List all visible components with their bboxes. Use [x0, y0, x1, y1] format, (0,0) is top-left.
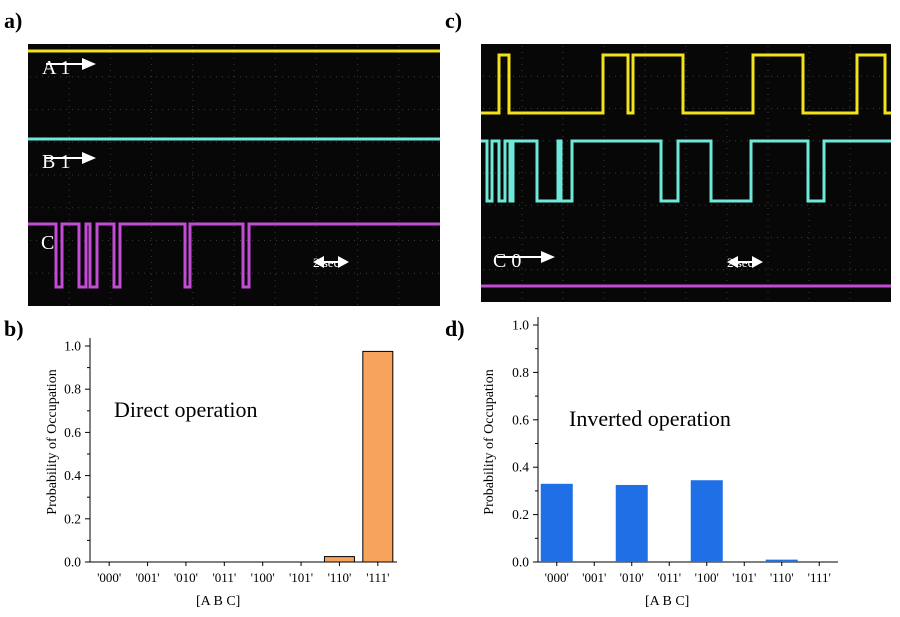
channel-b-indicator: B 1 — [42, 151, 96, 174]
panel-label-c: c) — [445, 8, 463, 33]
x-tick-label: '000' — [545, 570, 569, 585]
chart-annotation-d: Inverted operation — [569, 406, 731, 431]
bar-chart-inverted: 0.0 0.2 0.4 0.6 0.8 1.0 '000' '001' '010' '011' '1… — [452, 315, 898, 615]
panel-label-a: a) — [4, 8, 23, 33]
y-tick-label: 1.0 — [64, 339, 81, 354]
y-tick-label: 0.4 — [512, 460, 529, 475]
x-tick-label: '100' — [695, 570, 719, 585]
oscilloscope-traces-c — [481, 46, 891, 299]
right-arrow-icon — [46, 152, 96, 164]
bar-chart-inverted-plot: 0.0 0.2 0.4 0.6 0.8 1.0 '000' '001' '010' '011' '1… — [512, 317, 838, 585]
bar-chart-direct-plot: 0.0 0.2 0.4 0.6 0.8 1.0 '000' '001' '010' '011' '1… — [64, 338, 397, 585]
channel-a-value: 1 — [60, 57, 71, 79]
x-axis-label-b: [A B C] — [196, 594, 241, 609]
channel-c-name-c: C — [493, 250, 507, 272]
y-tick-label: 0.4 — [64, 468, 81, 483]
y-tick-label: 0.6 — [512, 412, 529, 427]
y-tick-label: 0.6 — [64, 425, 81, 440]
panel-label-b: b) — [4, 316, 24, 341]
oscilloscope-traces-a — [28, 46, 440, 305]
y-tick-label: 1.0 — [512, 318, 529, 333]
x-tick-label: '111' — [366, 570, 389, 585]
y-tick-label: 0.0 — [512, 555, 529, 570]
x-tick-label: '011' — [212, 570, 236, 585]
timescale-indicator-a: 2 sec — [313, 255, 349, 271]
channel-b-value: 1 — [60, 151, 71, 173]
chart-annotation-b: Direct operation — [114, 397, 258, 422]
x-tick-label: '010' — [620, 570, 644, 585]
trace-channel-a-c — [481, 53, 891, 115]
x-tick-label: '011' — [657, 570, 681, 585]
y-tick-label: 0.8 — [64, 382, 81, 397]
bar-010 — [615, 484, 648, 562]
bar-100 — [690, 480, 723, 562]
x-tick-label: '000' — [97, 570, 121, 585]
y-tick-label: 0.8 — [512, 365, 529, 380]
x-tick-label: '001' — [135, 570, 159, 585]
y-axis-label-b: Probability of Occupation — [45, 369, 60, 515]
bar-000 — [540, 483, 573, 562]
x-tick-label: '101' — [732, 570, 756, 585]
y-axis-label-d: Probability of Occupation — [482, 369, 497, 515]
right-arrow-icon — [46, 58, 96, 70]
y-tick-label: 0.0 — [64, 555, 81, 570]
timescale-indicator-c: 2 sec — [727, 255, 763, 271]
x-tick-label: '110' — [328, 570, 352, 585]
channel-b-name: B — [42, 151, 56, 173]
double-arrow-icon — [727, 256, 763, 268]
y-tick-label: 0.2 — [512, 507, 529, 522]
x-tick-label: '111' — [808, 570, 831, 585]
oscilloscope-screen-a: A 1 B 1 C 2 sec — [28, 44, 440, 306]
oscilloscope-screen-c: C 0 2 sec — [481, 44, 891, 302]
x-tick-label: '100' — [251, 570, 275, 585]
trace-channel-b-c — [481, 139, 891, 203]
x-tick-label: '010' — [174, 570, 198, 585]
x-axis-label-d: [A B C] — [645, 594, 690, 609]
bar-110 — [323, 556, 355, 563]
x-tick-label: '001' — [582, 570, 606, 585]
x-tick-label: '110' — [770, 570, 794, 585]
channel-c-indicator: C 0 — [493, 250, 555, 273]
channel-c-value-c: 0 — [511, 250, 522, 272]
right-arrow-icon — [497, 251, 555, 263]
bar-110 — [765, 559, 798, 562]
channel-a-indicator: A 1 — [42, 57, 96, 80]
channel-a-name: A — [42, 57, 56, 79]
x-tick-label: '101' — [289, 570, 313, 585]
bar-chart-direct: 0.0 0.2 0.4 0.6 0.8 1.0 '000' '001' '010' '011' '1… — [0, 315, 440, 615]
bar-111 — [362, 350, 394, 563]
double-arrow-icon — [313, 256, 349, 268]
channel-c-name: C — [41, 232, 55, 254]
y-tick-label: 0.2 — [64, 511, 81, 526]
trace-channel-c — [28, 222, 440, 289]
panel-label-d: d) — [445, 316, 465, 341]
